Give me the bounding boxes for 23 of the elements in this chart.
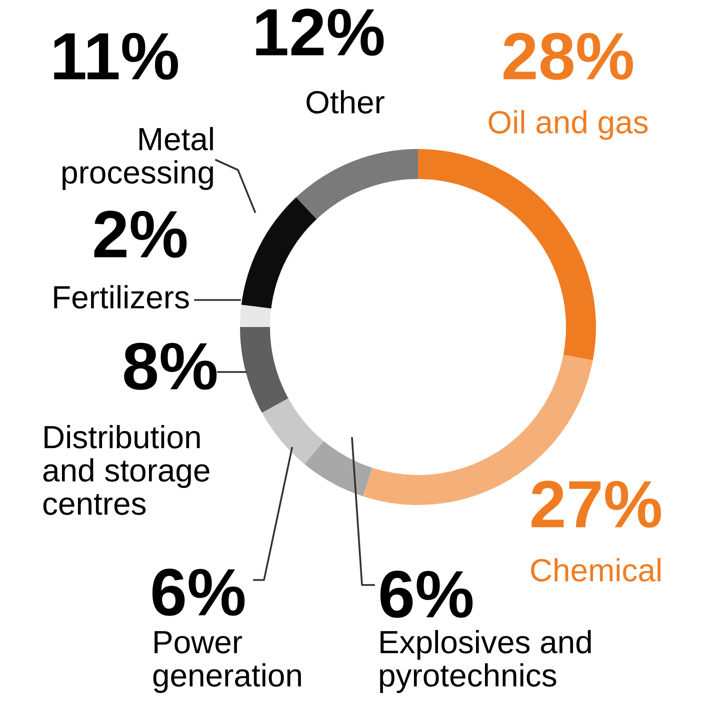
data-label: 6% xyxy=(380,570,473,618)
slice-label: Distribution and storage centres xyxy=(43,425,210,515)
data-label: 27% xyxy=(532,480,661,528)
data-label: 12% xyxy=(256,8,384,56)
data-label: 6% xyxy=(152,568,245,616)
slice-label: Other xyxy=(306,90,384,114)
data-label: 28% xyxy=(504,32,633,80)
donut-slice xyxy=(240,327,288,413)
donut-slice xyxy=(304,441,372,496)
slice-label: Fertilizers xyxy=(54,285,189,309)
slice-label: Oil and gas xyxy=(488,110,648,140)
donut-slice xyxy=(240,304,272,327)
donut-slice xyxy=(296,149,418,220)
slice-label: Explosives and pyrotechnics xyxy=(380,630,591,694)
slice-label: Chemical xyxy=(531,558,660,582)
donut-slice xyxy=(262,398,324,464)
data-label: 2% xyxy=(94,210,187,258)
data-label: 8% xyxy=(124,342,217,390)
slice-label: Power generation xyxy=(153,631,301,694)
slice-label: Metal processing xyxy=(62,127,213,190)
data-label: 11% xyxy=(54,32,178,80)
donut-slice xyxy=(241,197,317,308)
donut-slice xyxy=(418,149,596,360)
